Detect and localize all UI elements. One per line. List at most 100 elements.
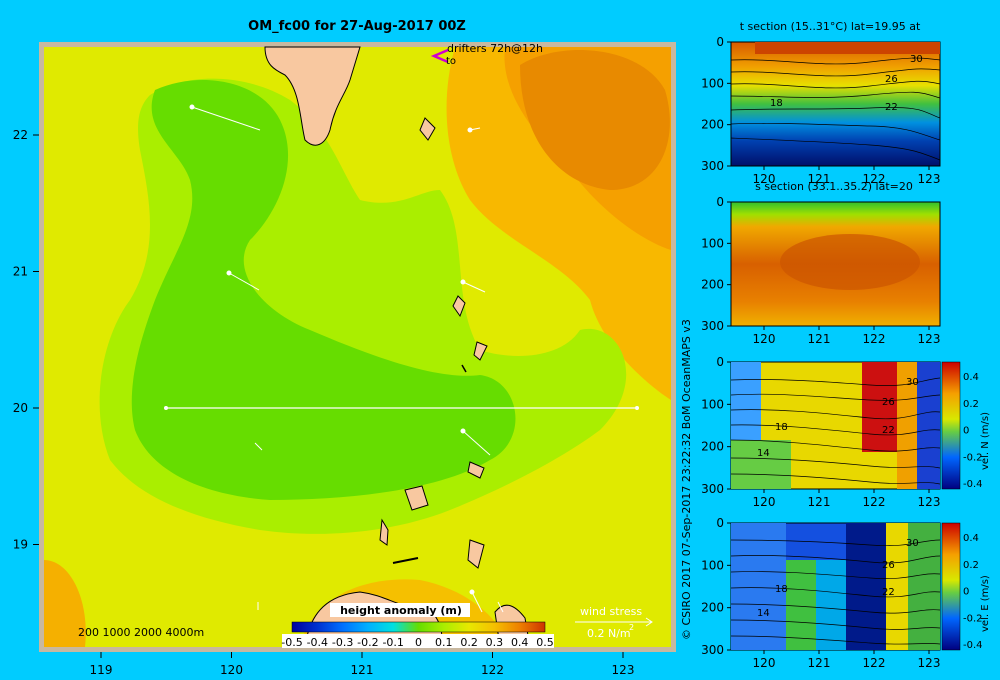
colorbar-tick-label: -0.4 <box>307 636 328 649</box>
taiwan-island <box>264 46 361 146</box>
panel-y-tick-label: 0 <box>716 35 724 49</box>
panel-y-tick-label: 200 <box>701 440 724 454</box>
colorbar-tick-label: 0.5 <box>536 636 554 649</box>
colorbar-tick-label: 0.3 <box>486 636 504 649</box>
t-contour-label: 18 <box>770 98 783 109</box>
vel-e-west-band <box>731 523 786 650</box>
panel-cbar-tick-label: 0 <box>963 587 969 598</box>
s-section-title: s section (33.1..35.2) lat=20 <box>755 180 913 193</box>
t-section-title: t section (15..31°C) lat=19.95 at <box>740 20 921 33</box>
colorbar-ticks: -0.5 -0.4 -0.3 -0.2 -0.1 0 0.1 0.2 0.3 0.4 0.5 <box>281 636 553 649</box>
wind-stress-exponent: 2 <box>629 623 634 632</box>
panel-x-tick-label: 122 <box>863 172 886 186</box>
vel-e-green-band <box>786 560 816 650</box>
map-y-axis: 22 21 20 19 <box>13 128 39 552</box>
t-contour-label: 26 <box>885 74 898 85</box>
black-track <box>461 364 467 373</box>
t-contour-label: 30 <box>910 54 923 65</box>
y-tick-label: 21 <box>13 265 28 279</box>
panel-y-tick-label: 200 <box>701 278 724 292</box>
t-section-panel: t section (15..31°C) lat=19.95 at 30 26 … <box>730 20 941 167</box>
s-section-core <box>780 234 920 290</box>
panel-cbar-tick-label: 0.2 <box>963 399 979 410</box>
panel-x-tick-label: 123 <box>918 495 941 509</box>
panel-x-tick-label: 122 <box>863 332 886 346</box>
panel-cbar-tick-label: -0.4 <box>963 479 983 490</box>
panel-y-tick-label: 300 <box>701 159 724 173</box>
colorbar-tick-label: -0.2 <box>357 636 378 649</box>
vel-e-contour-label: 22 <box>882 587 895 598</box>
wind-stress-label: wind stress <box>580 605 642 618</box>
panel-y-tick-label: 200 <box>701 118 724 132</box>
vel-n-colorbar <box>941 361 961 490</box>
contour-sw <box>44 560 86 647</box>
island <box>467 539 485 569</box>
vel-n-south-band <box>731 440 791 489</box>
section-end <box>635 406 639 410</box>
panel-y-tick-label: 300 <box>701 643 724 657</box>
t-contour-label: 22 <box>885 102 898 113</box>
section-panels: t section (15..31°C) lat=19.95 at 30 26 … <box>701 20 991 670</box>
drifter-marker-icon <box>430 48 449 64</box>
panel-y-tick-label: 100 <box>701 236 724 250</box>
vel-e-panel: 30 26 22 18 14 vel. E (m/s) <box>730 522 991 651</box>
panel-cbar-tick-label: 0 <box>963 426 969 437</box>
panel-x-tick-label: 122 <box>863 495 886 509</box>
panel-cbar-tick-label: -0.4 <box>963 640 983 651</box>
credit-text: © CSIRO 2017 07-Sep-2017 23:22:32 BoM Oc… <box>680 319 693 640</box>
panel-cbar-tick-label: -0.2 <box>963 452 983 463</box>
height-colorbar: height anomaly (m) -0.5 -0.4 -0.3 -0.2 -0.1 0… <box>281 603 554 649</box>
vel-n-contour-label: 26 <box>882 397 895 408</box>
colorbar-tick-label: -0.5 <box>281 636 302 649</box>
contour-0.3 <box>520 50 670 191</box>
drifters-sublabel: to <box>446 56 456 67</box>
colorbar-tick-label: 0.1 <box>435 636 453 649</box>
wind-stress-value: 0.2 N/m <box>587 627 631 640</box>
panel-y-tick-label: 200 <box>701 601 724 615</box>
island <box>467 461 485 479</box>
panel-cbar-tick-label: 0.4 <box>963 372 979 383</box>
colorbar-ticks-bg <box>282 634 554 648</box>
section-start <box>164 406 168 410</box>
vel-n-contour-label: 18 <box>775 422 788 433</box>
vel-n-contour-label: 22 <box>882 425 895 436</box>
vel-n-colorbar-label: vel. N (m/s) <box>980 412 991 470</box>
wind-stress-arrowhead-icon <box>645 617 653 627</box>
x-tick-label: 122 <box>481 663 504 677</box>
colorbar-title: height anomaly (m) <box>340 604 462 617</box>
vel-e-colorbar-label: vel. E (m/s) <box>980 575 991 632</box>
panel-x-tick-label: 122 <box>863 656 886 670</box>
island <box>473 341 488 361</box>
vel-e-contour-label: 30 <box>906 538 919 549</box>
vel-n-contours <box>730 377 941 485</box>
x-tick-label: 121 <box>351 663 374 677</box>
panel-cbar-tick-label: 0.4 <box>963 533 979 544</box>
vel-e-contour-label: 26 <box>882 560 895 571</box>
colorbar-scale <box>291 621 546 633</box>
colorbar-tick-label: 0 <box>415 636 422 649</box>
vel-e-dark-core <box>846 523 886 650</box>
contour-0 <box>131 80 516 500</box>
colorbar-tick-label: -0.3 <box>332 636 353 649</box>
panel-y-tick-label: 0 <box>716 195 724 209</box>
panel-x-tick-label: 120 <box>753 495 776 509</box>
x-tick-label: 119 <box>90 663 113 677</box>
colorbar-tick-label: -0.1 <box>382 636 403 649</box>
height-anomaly-map: drifters 72h@12h to 200 1000 2000 4000m … <box>39 42 676 652</box>
panel-x-tick-label: 121 <box>808 332 831 346</box>
s-section-panel: s section (33.1..35.2) lat=20 <box>730 180 941 327</box>
vel-e-contours <box>730 539 941 645</box>
vel-e-colorbar <box>941 522 961 651</box>
panel-cbar-tick-label: -0.2 <box>963 613 983 624</box>
vel-n-east-band <box>917 362 940 489</box>
panel-y-tick-label: 300 <box>701 482 724 496</box>
colorbar-tick-label: 0.2 <box>460 636 478 649</box>
vel-n-contour-label: 14 <box>757 448 770 459</box>
island <box>379 518 389 546</box>
map-title: OM_fc00 for 27-Aug-2017 00Z <box>248 19 466 34</box>
island <box>419 117 436 141</box>
panel-x-tick-label: 123 <box>918 172 941 186</box>
x-tick-label: 120 <box>220 663 243 677</box>
drifters-label: drifters 72h@12h <box>447 42 543 55</box>
